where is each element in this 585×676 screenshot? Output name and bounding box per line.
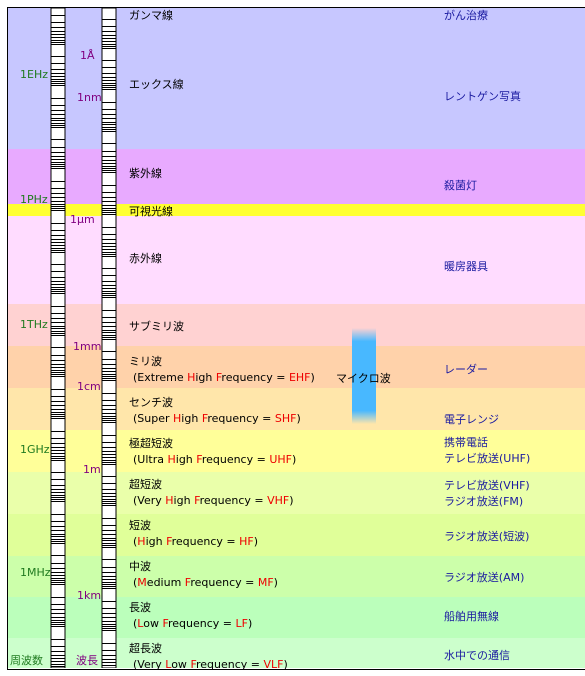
frequency-mark-label: 1PHz	[20, 193, 48, 206]
frequency-mark-label: 1THz	[20, 318, 48, 331]
frequency-mark-label: 1GHz	[20, 443, 50, 456]
band-name: センチ波	[129, 396, 173, 409]
microwave-bar	[352, 328, 376, 424]
band-name: 中波	[129, 560, 151, 573]
band-use: テレビ放送(UHF)	[444, 452, 531, 465]
band-name: 紫外線	[129, 167, 162, 180]
band-abbreviation: (Medium Frequency = MF)	[133, 576, 278, 589]
band-1	[8, 8, 585, 55]
wavelength-mark-label: 1m	[83, 463, 101, 476]
wavelength-mark-label: 1cm	[77, 380, 101, 393]
band-name: 極超短波	[129, 437, 173, 450]
band-abbreviation: (High Frequency = HF)	[133, 535, 259, 548]
band-name: 短波	[129, 519, 151, 532]
band-name: 超長波	[129, 642, 162, 655]
band-use: 殺菌灯	[444, 179, 477, 192]
band-name: サブミリ波	[129, 320, 184, 333]
band-use: がん治療	[444, 9, 488, 22]
band-use: 電子レンジ	[444, 413, 499, 426]
band-5	[8, 216, 585, 304]
wavelength-mark-label: 1nm	[77, 91, 102, 104]
ruler-tick	[50, 8, 66, 668]
band-use: 暖房器具	[444, 260, 488, 273]
band-name: ミリ波	[129, 355, 162, 368]
band-abbreviation: (Low Frequency = LF)	[133, 617, 253, 630]
band-3	[8, 149, 585, 204]
wavelength-mark-label: 1μm	[70, 213, 95, 226]
band-name: 赤外線	[129, 252, 162, 265]
band-name: 超短波	[129, 478, 162, 491]
band-abbreviation: (Super High Frequency = SHF)	[133, 412, 301, 425]
band-abbreviation: (Very Low Frequency = VLF)	[133, 658, 288, 671]
band-use: 船舶用無線	[444, 610, 499, 623]
band-name: 可視光線	[129, 205, 173, 218]
wavelength-mark-label: 1km	[77, 589, 102, 602]
band-use: 携帯電話	[444, 436, 488, 449]
wavelength-axis-label: 波長	[76, 654, 98, 667]
band-use: テレビ放送(VHF)	[444, 479, 530, 492]
band-use: 水中での通信	[444, 649, 510, 662]
band-abbreviation: (Ultra High Frequency = UHF)	[133, 453, 297, 466]
wavelength-ruler	[101, 8, 117, 668]
frequency-mark-label: 1EHz	[20, 68, 48, 81]
band-4	[8, 204, 585, 216]
frequency-ruler	[50, 8, 66, 668]
band-use: ラジオ放送(短波)	[444, 530, 530, 543]
band-abbreviation: (Extreme High Frequency = EHF)	[133, 371, 315, 384]
band-abbreviation: (Very High Frequency = VHF)	[133, 494, 294, 507]
band-name: ガンマ線	[129, 9, 173, 22]
band-use: ラジオ放送(FM)	[444, 495, 524, 508]
wavelength-mark-label: 1mm	[73, 340, 102, 353]
frequency-axis-label: 周波数	[10, 654, 43, 667]
wavelength-mark-label: 1Å	[80, 49, 95, 62]
band-use: レントゲン写真	[444, 90, 521, 103]
band-name: 長波	[129, 601, 151, 614]
band-use: レーダー	[444, 363, 488, 376]
frequency-mark-label: 1MHz	[20, 566, 51, 579]
microwave-label: マイクロ波	[336, 372, 391, 385]
band-name: エックス線	[129, 78, 184, 91]
band-use: ラジオ放送(AM)	[444, 571, 525, 584]
